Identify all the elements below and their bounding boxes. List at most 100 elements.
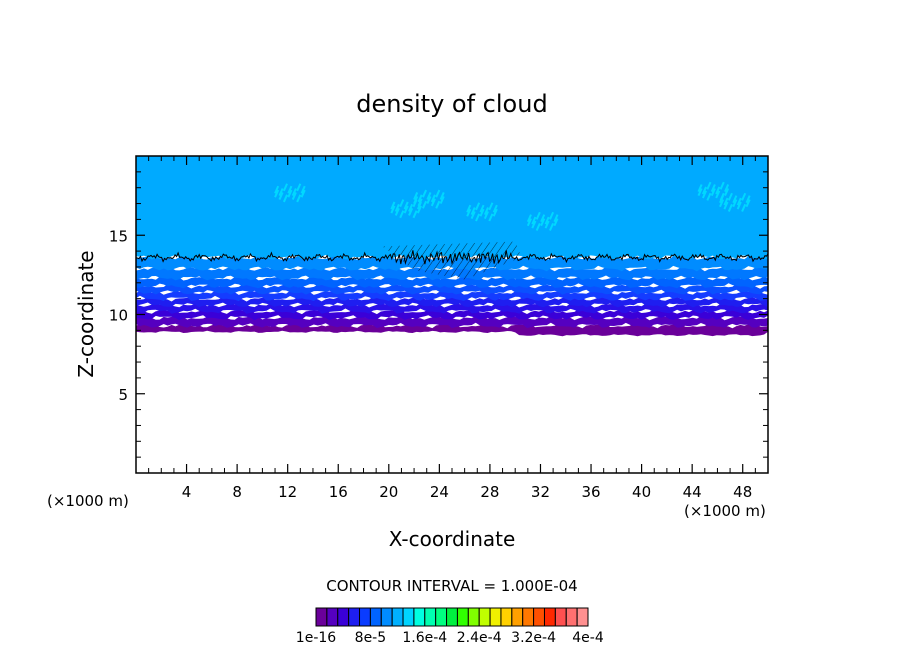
texture-streak bbox=[296, 194, 302, 203]
texture-streak bbox=[274, 189, 280, 198]
colorbar-swatch bbox=[511, 607, 524, 627]
texture-streak bbox=[291, 188, 297, 197]
texture-streak bbox=[715, 186, 721, 195]
colorbar-swatch bbox=[543, 607, 556, 627]
texture-streak bbox=[475, 202, 481, 211]
texture-streak bbox=[439, 192, 445, 200]
texture-streak bbox=[408, 207, 414, 216]
colorbar-label: 4e-4 bbox=[572, 630, 604, 646]
colorbar-swatch bbox=[326, 607, 339, 627]
colorbar-swatch bbox=[467, 607, 480, 627]
y-tick-label: 10 bbox=[109, 307, 128, 325]
texture-streak bbox=[422, 189, 428, 198]
colorbar-swatch bbox=[500, 607, 513, 627]
x-tick-label: 48 bbox=[733, 483, 752, 501]
texture-streak bbox=[723, 197, 729, 206]
texture-streak bbox=[399, 210, 405, 219]
x-tick-label: 12 bbox=[278, 483, 297, 501]
colorbar-label: 1.6e-4 bbox=[402, 630, 447, 646]
colorbar-swatch bbox=[337, 607, 350, 627]
x-tick-label: 8 bbox=[232, 483, 242, 501]
texture-streak bbox=[426, 196, 432, 204]
texture-streak bbox=[430, 198, 436, 207]
texture-streak bbox=[697, 184, 703, 193]
colorbar-swatch bbox=[522, 607, 535, 627]
colorbar-swatch bbox=[435, 607, 448, 627]
texture-streak bbox=[535, 222, 541, 231]
field-band bbox=[136, 275, 768, 289]
texture-streak bbox=[394, 207, 400, 216]
colorbar-swatch bbox=[533, 607, 545, 627]
colorbar-swatch bbox=[576, 607, 589, 627]
x-tick-label: 44 bbox=[683, 483, 702, 501]
texture-streak bbox=[697, 188, 703, 197]
texture-streak bbox=[403, 205, 409, 214]
texture-streak bbox=[282, 183, 288, 192]
texture-streak bbox=[483, 211, 489, 220]
texture-streak bbox=[741, 192, 747, 201]
texture-streak bbox=[741, 203, 747, 212]
colorbar-label: 2.4e-4 bbox=[457, 630, 502, 646]
texture-streak bbox=[390, 201, 396, 210]
colorbar-swatch bbox=[359, 607, 371, 627]
texture-streak bbox=[745, 199, 751, 208]
texture-streak bbox=[719, 181, 725, 190]
texture-streak bbox=[300, 189, 306, 198]
texture-streak bbox=[701, 190, 707, 199]
x-tick-label: 40 bbox=[632, 483, 651, 501]
texture-streak bbox=[394, 203, 400, 212]
field-band bbox=[136, 156, 768, 260]
x-unit-left: (×1000 m) bbox=[47, 492, 129, 510]
x-tick-label: 32 bbox=[531, 483, 550, 501]
texture-streak bbox=[736, 201, 742, 210]
texture-streak bbox=[300, 185, 306, 194]
x-unit-right: (×1000 m) bbox=[684, 502, 766, 520]
texture-streak bbox=[430, 194, 436, 203]
contour-line bbox=[136, 250, 768, 266]
texture-streak bbox=[470, 211, 476, 220]
x-tick-label: 16 bbox=[329, 483, 348, 501]
texture-streak bbox=[553, 214, 559, 223]
texture-streak bbox=[417, 198, 423, 207]
chart-title: density of cloud bbox=[356, 90, 547, 118]
texture-streak bbox=[408, 203, 414, 212]
x-tick-label: 4 bbox=[182, 483, 192, 501]
colorbar-swatch bbox=[565, 607, 578, 627]
y-axis-label: Z-coordinate bbox=[74, 250, 98, 377]
texture-streak bbox=[416, 205, 422, 214]
texture-streak bbox=[531, 220, 537, 229]
x-tick-label: 20 bbox=[379, 483, 398, 501]
colorbar-label: 3.2e-4 bbox=[511, 630, 556, 646]
texture-streak bbox=[439, 196, 445, 204]
plot-area bbox=[136, 156, 768, 473]
texture-streak bbox=[719, 199, 725, 208]
colorbar-swatch bbox=[554, 607, 567, 627]
texture-streak bbox=[435, 189, 441, 198]
x-tick-label: 24 bbox=[430, 483, 449, 501]
x-tick-label: 28 bbox=[480, 483, 499, 501]
colorbar-label: 8e-5 bbox=[355, 630, 386, 646]
texture-streak bbox=[727, 192, 733, 201]
texture-streak bbox=[715, 190, 721, 199]
colorbar-swatch bbox=[424, 607, 437, 627]
colorbar-swatch bbox=[413, 607, 426, 627]
texture-streak bbox=[492, 204, 498, 213]
field-band bbox=[136, 302, 768, 314]
texture-streak bbox=[287, 189, 293, 198]
texture-streak bbox=[732, 195, 738, 204]
texture-streak bbox=[403, 201, 409, 210]
texture-streak bbox=[549, 222, 555, 231]
colorbar-swatch bbox=[369, 607, 382, 627]
texture-streak bbox=[540, 214, 546, 223]
texture-streak bbox=[479, 204, 485, 213]
texture-streak bbox=[278, 192, 284, 200]
colorbar-swatch bbox=[315, 607, 328, 627]
colorbar-swatch bbox=[456, 607, 469, 627]
colorbar-swatch bbox=[489, 607, 502, 627]
colorbar-swatch bbox=[402, 607, 415, 627]
texture-streak bbox=[724, 184, 730, 193]
texture-streak bbox=[296, 183, 302, 192]
x-tick-label: 36 bbox=[581, 483, 600, 501]
texture-streak bbox=[488, 202, 494, 211]
